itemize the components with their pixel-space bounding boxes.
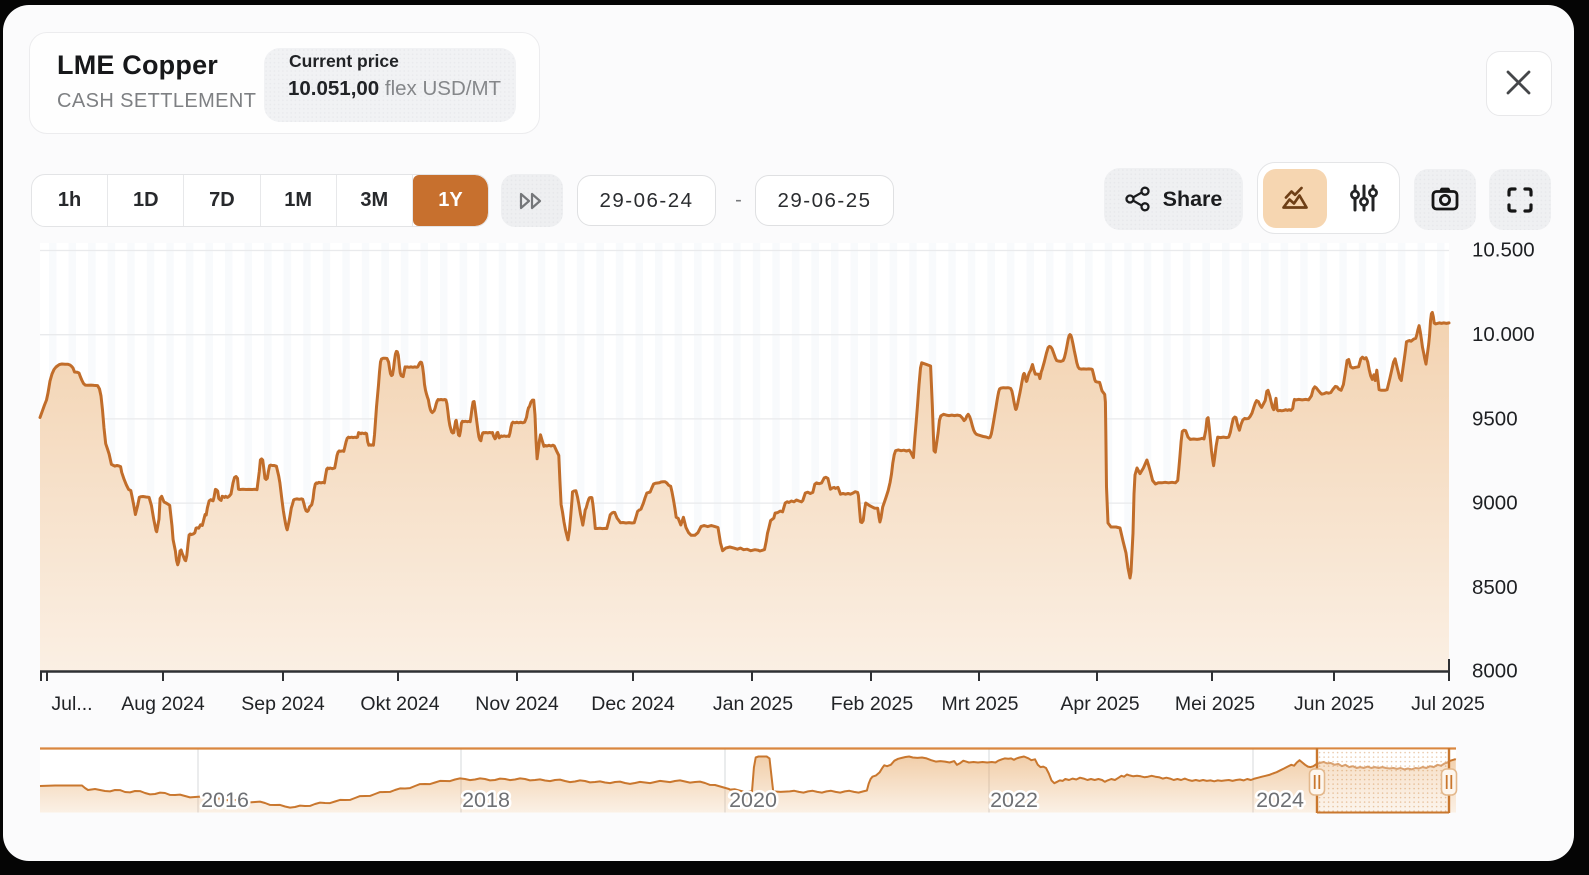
svg-text:Mei 2025: Mei 2025: [1175, 693, 1255, 715]
svg-text:2020: 2020: [729, 788, 777, 812]
svg-text:10.000: 10.000: [1472, 323, 1535, 346]
svg-text:Feb 2025: Feb 2025: [831, 693, 914, 715]
svg-text:8500: 8500: [1472, 576, 1518, 599]
svg-text:8000: 8000: [1472, 660, 1518, 683]
svg-text:Jul 2025: Jul 2025: [1411, 693, 1485, 715]
svg-text:Dec 2024: Dec 2024: [591, 693, 675, 715]
svg-text:Jan 2025: Jan 2025: [713, 693, 793, 715]
svg-text:Jul...: Jul...: [51, 693, 92, 715]
svg-text:Nov 2024: Nov 2024: [475, 693, 559, 715]
svg-text:Aug 2024: Aug 2024: [121, 693, 205, 715]
svg-text:2022: 2022: [990, 788, 1038, 812]
svg-text:Sep 2024: Sep 2024: [241, 693, 325, 715]
svg-text:10.500: 10.500: [1472, 239, 1535, 262]
svg-text:9000: 9000: [1472, 492, 1518, 515]
svg-text:Apr 2025: Apr 2025: [1060, 693, 1139, 715]
svg-text:Mrt 2025: Mrt 2025: [942, 693, 1019, 715]
svg-text:Jun 2025: Jun 2025: [1294, 693, 1374, 715]
svg-text:2018: 2018: [462, 788, 510, 812]
svg-text:2024: 2024: [1256, 788, 1304, 812]
svg-text:9500: 9500: [1472, 407, 1518, 430]
svg-text:Okt 2024: Okt 2024: [360, 693, 439, 715]
svg-text:2016: 2016: [201, 788, 249, 812]
